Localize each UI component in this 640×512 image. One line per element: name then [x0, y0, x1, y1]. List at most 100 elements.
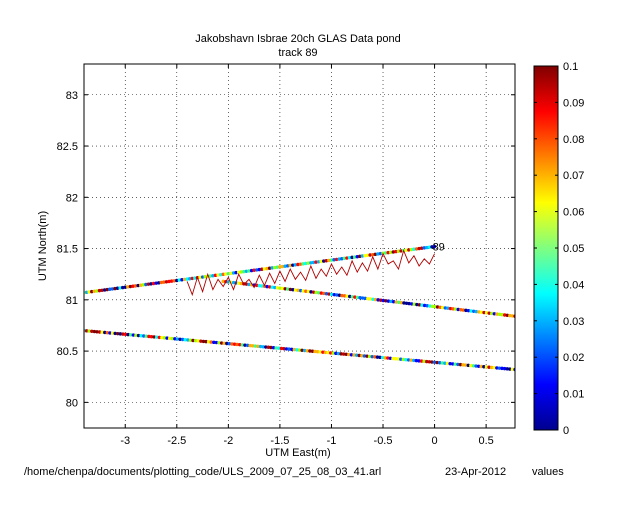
- x-tick-label: -1: [327, 435, 337, 447]
- track-point: [218, 272, 223, 277]
- track-point: [288, 287, 293, 292]
- track-point: [352, 255, 357, 259]
- x-tick-label: 0.5: [478, 435, 493, 447]
- x-tick-label: -2.5: [167, 435, 186, 447]
- track-point: [108, 287, 112, 291]
- track-point: [105, 287, 109, 292]
- track-point: [350, 255, 354, 260]
- track-point: [396, 249, 401, 253]
- track-point: [178, 337, 182, 341]
- track-point: [113, 331, 117, 336]
- track-point: [131, 333, 136, 337]
- x-axis-label: UTM East(m): [265, 447, 330, 459]
- track-point: [113, 286, 117, 291]
- grid-lines: [84, 64, 515, 428]
- track-point: [251, 344, 255, 348]
- track-point: [502, 313, 507, 317]
- track-point: [409, 358, 413, 362]
- track-point: [463, 363, 468, 367]
- track-point: [326, 350, 330, 355]
- track-point: [87, 329, 91, 333]
- track-point: [464, 308, 468, 313]
- track-point: [293, 288, 298, 292]
- track-point: [487, 365, 491, 369]
- track-point: [278, 265, 282, 269]
- track-point: [417, 246, 421, 251]
- track-point: [152, 335, 156, 339]
- track-point: [448, 361, 452, 366]
- track-point: [162, 336, 167, 340]
- track-point: [319, 259, 323, 264]
- track-point: [297, 348, 302, 352]
- track-point: [363, 296, 367, 301]
- track-point: [388, 356, 393, 360]
- track-point: [300, 348, 304, 353]
- track-point: [348, 294, 352, 299]
- track-point: [269, 345, 273, 350]
- track-point: [409, 247, 414, 252]
- track-point: [322, 259, 326, 263]
- track-point: [389, 299, 393, 304]
- colorbar-tick-label: 0.03: [563, 316, 584, 328]
- track-point: [278, 286, 282, 290]
- track-point: [474, 309, 478, 314]
- track-point: [412, 247, 416, 251]
- track-point: [247, 269, 251, 273]
- track-point: [500, 366, 504, 371]
- track-point: [397, 300, 401, 305]
- track-point: [270, 285, 274, 289]
- track-point: [376, 252, 380, 256]
- track-point: [165, 336, 169, 340]
- track-point: [430, 360, 434, 364]
- track-point: [311, 260, 316, 265]
- track-point: [311, 290, 316, 294]
- track-point: [407, 248, 411, 252]
- track-point: [412, 302, 416, 306]
- track-point: [332, 258, 336, 262]
- track-point: [406, 358, 411, 362]
- track-point: [391, 300, 396, 304]
- track-point: [229, 271, 233, 276]
- track-point: [255, 283, 259, 288]
- track-point: [476, 364, 481, 368]
- track-point: [336, 351, 341, 356]
- track-point: [296, 262, 300, 267]
- track-point: [157, 335, 161, 340]
- track-point: [386, 356, 390, 360]
- track-point: [201, 339, 206, 344]
- track-point: [360, 296, 365, 300]
- track-point: [417, 359, 421, 363]
- track-point: [383, 251, 388, 255]
- track-point: [375, 355, 380, 359]
- plot-date: 23-Apr-2012: [445, 466, 507, 478]
- track-point: [266, 345, 271, 349]
- track-point: [332, 292, 336, 297]
- track-point: [265, 266, 269, 271]
- track-point: [317, 291, 321, 295]
- track-point: [273, 265, 277, 270]
- track-point: [451, 307, 455, 311]
- chart-subtitle: track 89: [278, 47, 317, 59]
- track-point: [309, 290, 313, 294]
- track-point: [225, 341, 229, 346]
- x-tick-label: -2: [223, 435, 233, 447]
- track-point: [458, 362, 463, 367]
- track-point: [380, 355, 385, 360]
- track-point: [461, 363, 465, 367]
- track-point: [430, 245, 434, 249]
- track-point: [422, 303, 427, 308]
- track-point: [327, 292, 331, 296]
- track-point: [342, 294, 347, 298]
- track-point: [329, 258, 334, 262]
- track-point: [495, 312, 499, 316]
- track-point: [191, 338, 195, 343]
- track-point: [139, 334, 143, 338]
- track-point: [492, 312, 497, 316]
- track-point: [334, 257, 339, 262]
- track-point: [296, 288, 300, 293]
- track-point: [121, 332, 125, 336]
- track-point: [373, 252, 377, 257]
- track-point: [164, 280, 169, 284]
- track-point: [301, 289, 305, 293]
